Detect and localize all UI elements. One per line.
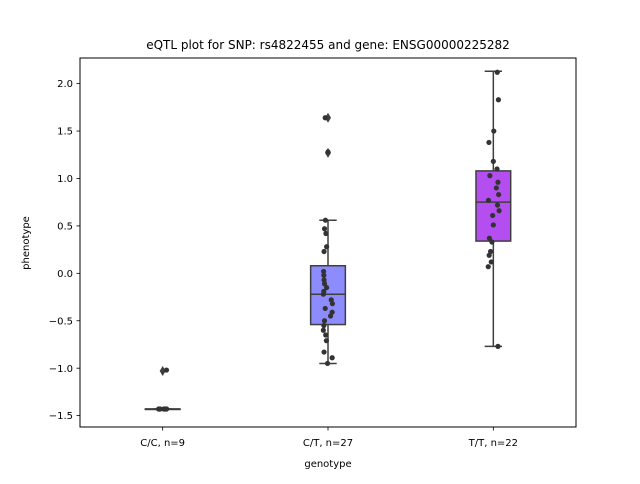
data-point (488, 259, 494, 265)
data-point (329, 301, 335, 307)
data-point (323, 338, 329, 344)
y-tick-label: −0.5 (49, 316, 73, 327)
data-point (163, 367, 170, 373)
data-point (327, 313, 334, 319)
data-point (320, 291, 326, 297)
data-point (485, 197, 492, 203)
data-point (321, 281, 328, 287)
data-point (324, 284, 330, 291)
y-axis-label: phenotype (21, 216, 32, 270)
data-point (320, 327, 326, 333)
data-point (490, 222, 496, 228)
data-point (494, 202, 501, 208)
data-point (486, 235, 492, 241)
data-point (490, 158, 496, 164)
box-iqr (475, 170, 512, 242)
box-iqr (309, 264, 347, 326)
y-tick-label: 0.5 (57, 221, 73, 232)
data-point (321, 318, 328, 324)
x-tick-label: T/T, n=22 (468, 438, 518, 449)
outlier-marker (159, 366, 166, 377)
data-point (321, 272, 327, 278)
chart-title: eQTL plot for SNP: rs4822455 and gene: E… (146, 38, 510, 52)
data-point (329, 355, 335, 361)
x-tick-label: C/C, n=9 (140, 438, 185, 449)
x-tick-label: C/T, n=27 (303, 438, 353, 449)
data-point (494, 69, 500, 75)
y-tick-label: 1.5 (57, 127, 73, 138)
data-point (486, 252, 492, 258)
data-point (321, 268, 327, 275)
data-point (496, 208, 502, 214)
data-point (495, 343, 501, 349)
y-axis: −1.5 −1.0 −0.5 0.0 0.5 1.0 1.5 2.0 (49, 79, 80, 422)
data-point (321, 349, 327, 355)
data-point (485, 264, 491, 270)
x-axis: C/C, n=9 C/T, n=27 T/T, n=22 (140, 427, 518, 449)
data-point (325, 149, 331, 155)
data-point (322, 217, 329, 223)
points-layer (156, 69, 502, 412)
data-point (495, 97, 502, 103)
data-point (321, 248, 327, 255)
data-point (164, 406, 170, 412)
data-point (322, 305, 328, 312)
data-point (496, 191, 502, 198)
data-point (490, 212, 496, 219)
y-tick-label: −1.5 (49, 411, 73, 422)
data-point (491, 128, 497, 134)
y-tick-label: −1.0 (49, 364, 73, 375)
data-point (324, 360, 331, 367)
y-tick-label: 2.0 (57, 79, 73, 90)
outlier-marker (325, 112, 331, 123)
data-point (321, 226, 328, 232)
data-point (495, 179, 501, 185)
data-point (157, 406, 163, 412)
data-point (493, 185, 499, 191)
data-point (324, 244, 330, 250)
data-point (321, 322, 327, 329)
data-point (489, 239, 495, 245)
data-point (322, 115, 328, 121)
data-point (494, 166, 500, 172)
data-point (323, 230, 329, 237)
y-tick-label: 0.0 (57, 269, 73, 280)
data-point (486, 139, 492, 146)
data-point (487, 173, 493, 179)
data-point (323, 332, 329, 338)
x-axis-label: genotype (304, 459, 351, 470)
y-tick-label: 1.0 (57, 174, 73, 185)
data-point (321, 277, 327, 283)
